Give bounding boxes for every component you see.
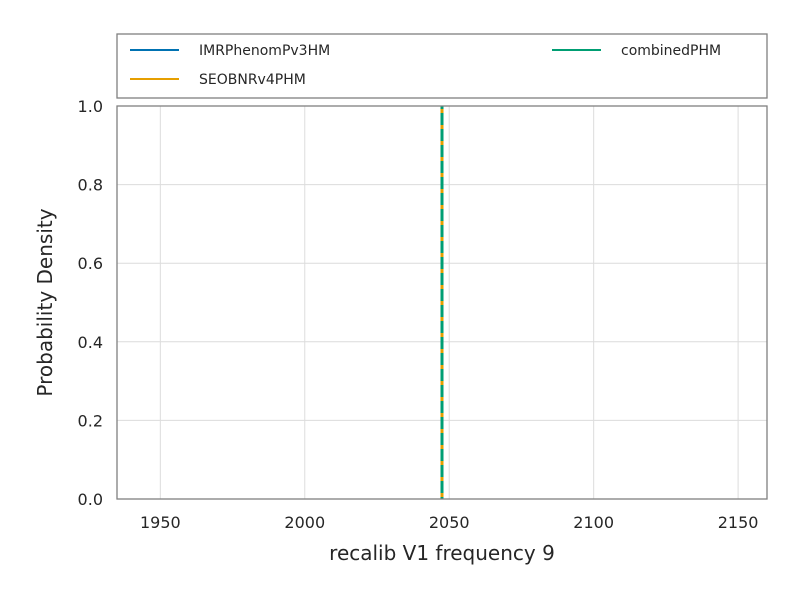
legend-label: SEOBNRv4PHM [199, 72, 306, 88]
x-tick-labels: 1950 2000 2050 2100 2150 [140, 513, 758, 532]
x-tick-label: 2050 [429, 513, 470, 532]
legend-box [116, 33, 768, 99]
x-axis-label: recalib V1 frequency 9 [329, 541, 555, 565]
x-tick-label: 2100 [573, 513, 614, 532]
x-tick-label: 1950 [140, 513, 181, 532]
legend-label: combinedPHM [621, 43, 721, 59]
y-tick-label: 0.4 [78, 333, 103, 352]
x-tick-label: 2000 [284, 513, 325, 532]
plot-frame [116, 105, 768, 500]
y-tick-label: 0.0 [78, 490, 103, 509]
y-axis-label: Probability Density [33, 208, 57, 396]
y-tick-label: 1.0 [78, 97, 103, 116]
y-tick-label: 0.2 [78, 411, 103, 430]
y-tick-labels: 0.0 0.2 0.4 0.6 0.8 1.0 [78, 97, 103, 509]
y-tick-label: 0.8 [78, 176, 103, 195]
legend-label: IMRPhenomPv3HM [199, 43, 330, 59]
x-tick-label: 2150 [718, 513, 759, 532]
y-tick-label: 0.6 [78, 254, 103, 273]
legend: IMRPhenomPv3HM SEOBNRv4PHM combinedPHM [116, 33, 768, 99]
